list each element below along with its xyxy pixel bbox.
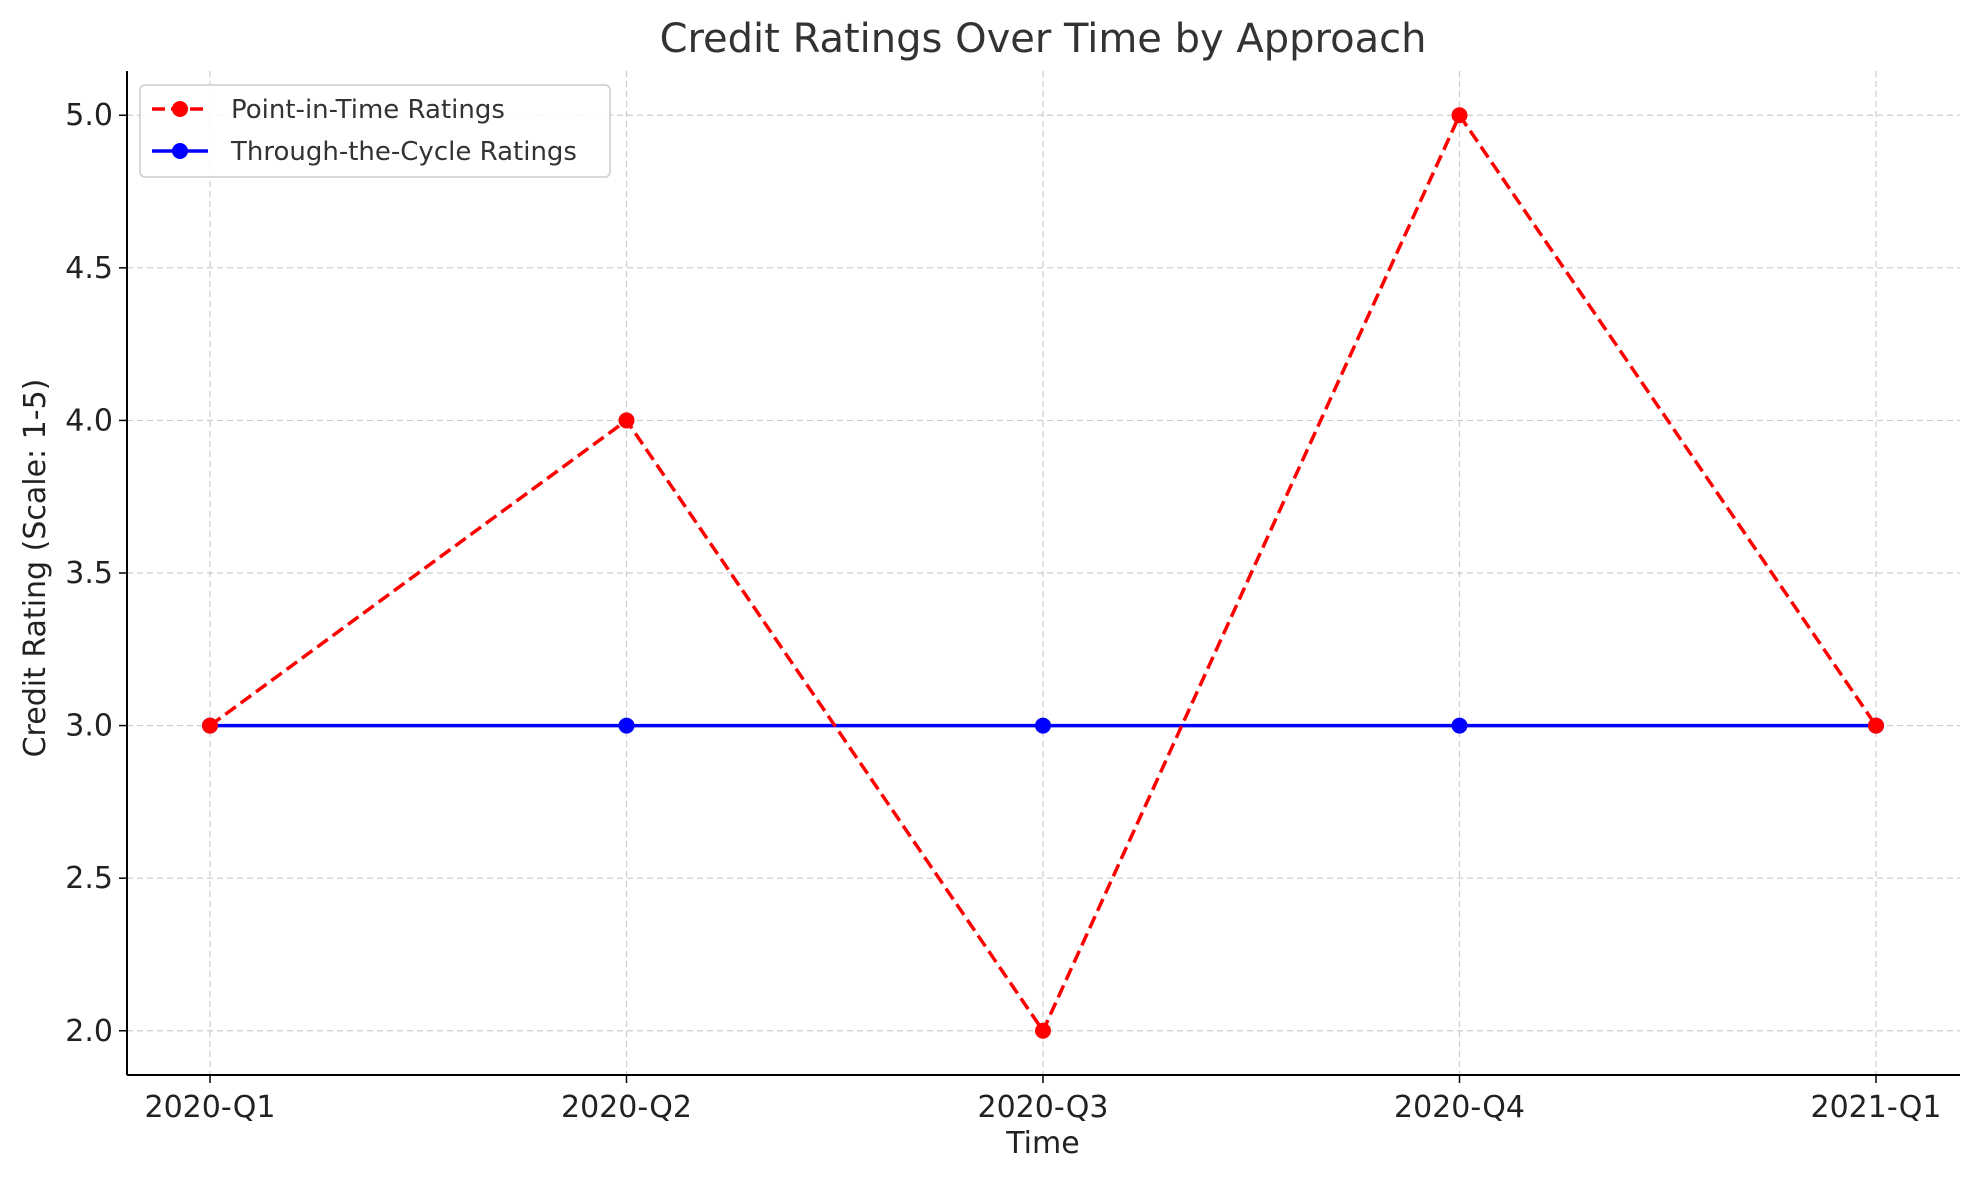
y-tick-label: 2.5 — [65, 861, 113, 896]
x-tick-label: 2021-Q1 — [1811, 1090, 1942, 1125]
axes-layer: 2.0 2.5 3.0 3.5 4.0 4.5 5.0 2020-Q1 2020-Q2 2020-… — [65, 71, 1960, 1125]
y-tick-label: 4.0 — [65, 403, 113, 438]
x-tick-label: 2020-Q4 — [1394, 1090, 1525, 1125]
legend: Point-in-Time Ratings Through-the-Cycle R… — [139, 84, 611, 178]
data-point — [618, 412, 635, 429]
y-tick-label: 3.0 — [65, 709, 113, 744]
y-tick-label: 5.0 — [65, 98, 113, 133]
legend-box — [139, 84, 611, 178]
y-axis-label: Credit Rating (Scale: 1-5) — [18, 379, 53, 758]
y-tick-label: 2.0 — [65, 1014, 113, 1049]
series-layer — [202, 107, 1884, 1039]
legend-label-0: Point-in-Time Ratings — [231, 95, 505, 125]
data-point — [1868, 717, 1884, 734]
data-point — [1035, 717, 1051, 734]
legend-marker-1 — [172, 143, 188, 159]
legend-label-1: Through-the-Cycle Ratings — [230, 137, 577, 167]
y-tick-label: 4.5 — [65, 251, 113, 286]
grid-layer — [127, 71, 1960, 1075]
x-axis-label: Time — [1005, 1126, 1079, 1161]
data-point — [1451, 107, 1468, 124]
chart-title: Credit Ratings Over Time by Approach — [660, 16, 1427, 62]
legend-marker-0 — [172, 101, 188, 117]
data-point — [618, 717, 635, 734]
x-tick-label: 2020-Q3 — [978, 1090, 1109, 1125]
x-tick-label: 2020-Q2 — [561, 1090, 692, 1125]
data-point — [1035, 1022, 1051, 1039]
x-tick-label: 2020-Q1 — [145, 1090, 276, 1125]
data-point — [202, 717, 218, 734]
y-tick-label: 3.5 — [65, 556, 113, 591]
data-point — [1451, 717, 1468, 734]
